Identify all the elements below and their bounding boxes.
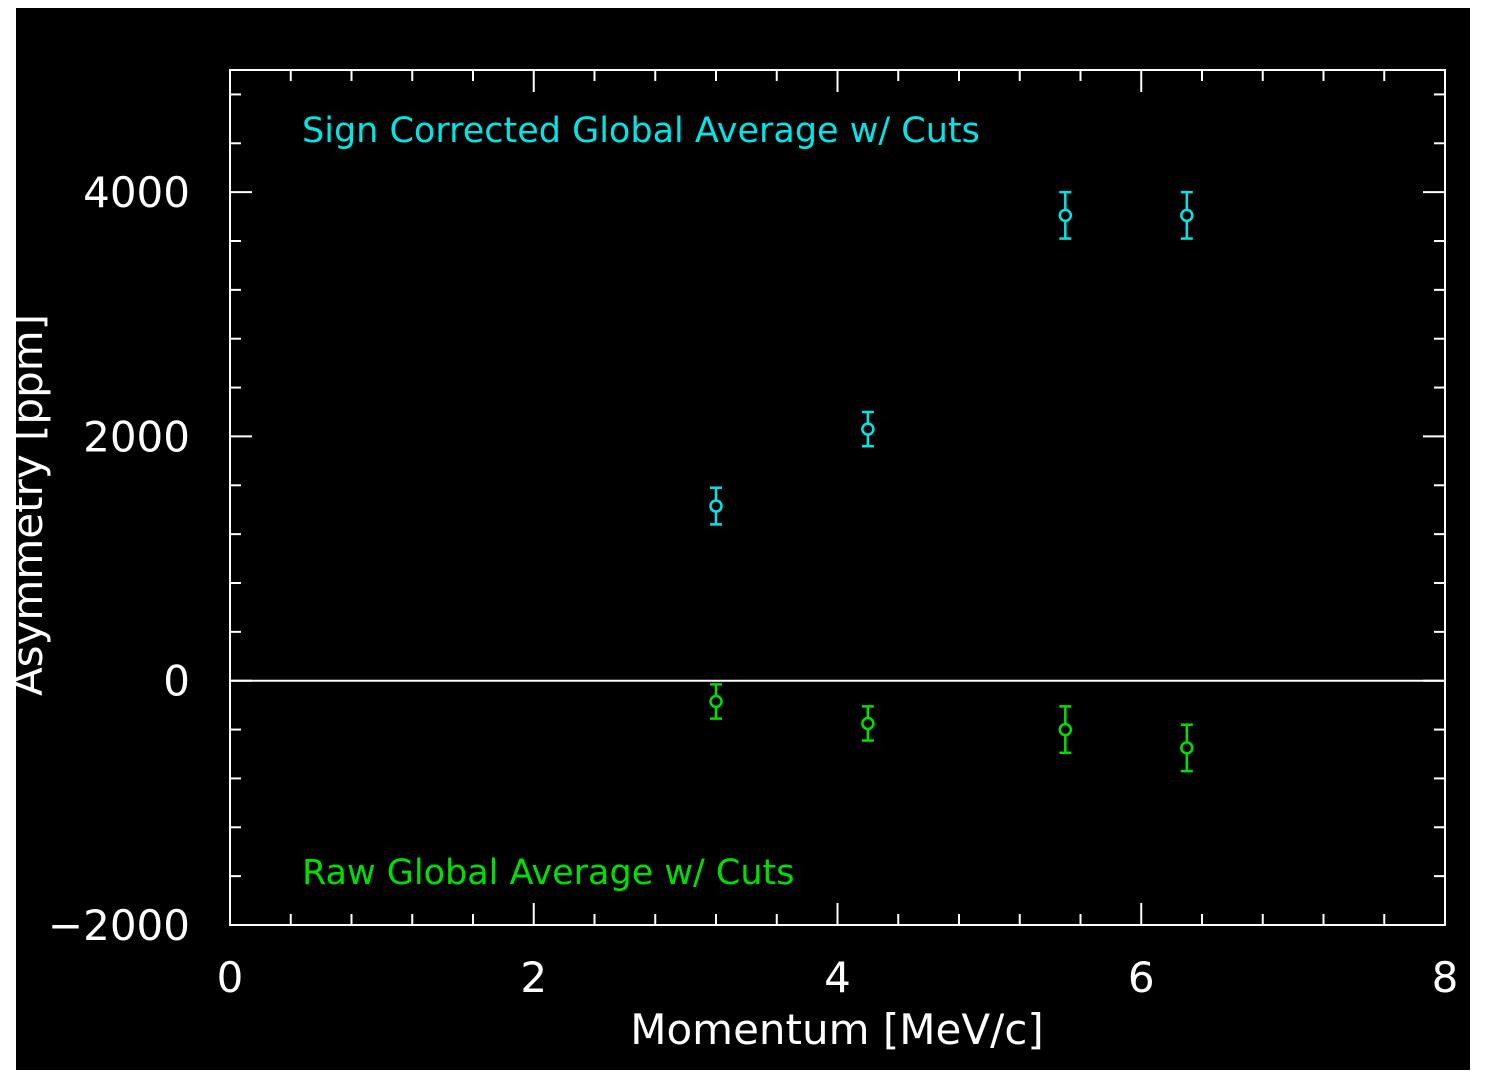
data-point	[1058, 705, 1073, 755]
x-tick-label: 4	[824, 953, 851, 1002]
data-point	[1180, 190, 1194, 240]
x-tick-label: 0	[217, 953, 244, 1002]
data-points	[709, 190, 1194, 773]
data-point	[1058, 190, 1073, 240]
legend-sign-corrected: Sign Corrected Global Average w/ Cuts	[302, 111, 980, 151]
y-tick-label: 2000	[83, 412, 190, 461]
y-tick-label: −2000	[48, 901, 190, 950]
y-tick-label: 4000	[83, 168, 190, 217]
data-point	[861, 410, 875, 448]
x-tick-label: 8	[1432, 953, 1459, 1002]
data-point	[709, 683, 723, 720]
y-axis-label: Asymmetry [ppm]	[3, 314, 52, 696]
axis-ticks	[229, 70, 1446, 926]
x-tick-labels: 0 2 4 6 8	[217, 953, 1459, 1002]
legend-raw: Raw Global Average w/ Cuts	[302, 853, 795, 893]
y-tick-label: 0	[163, 657, 190, 706]
plot-background	[16, 8, 1470, 1070]
x-tick-label: 2	[520, 953, 547, 1002]
x-axis-label: Momentum [MeV/c]	[630, 1005, 1043, 1054]
y-tick-labels: −2000 0 2000 4000	[48, 168, 190, 950]
data-point	[1180, 723, 1194, 773]
plot-frame	[229, 69, 1446, 926]
x-tick-label: 6	[1128, 953, 1155, 1002]
data-point	[709, 486, 723, 526]
data-point	[861, 705, 875, 742]
